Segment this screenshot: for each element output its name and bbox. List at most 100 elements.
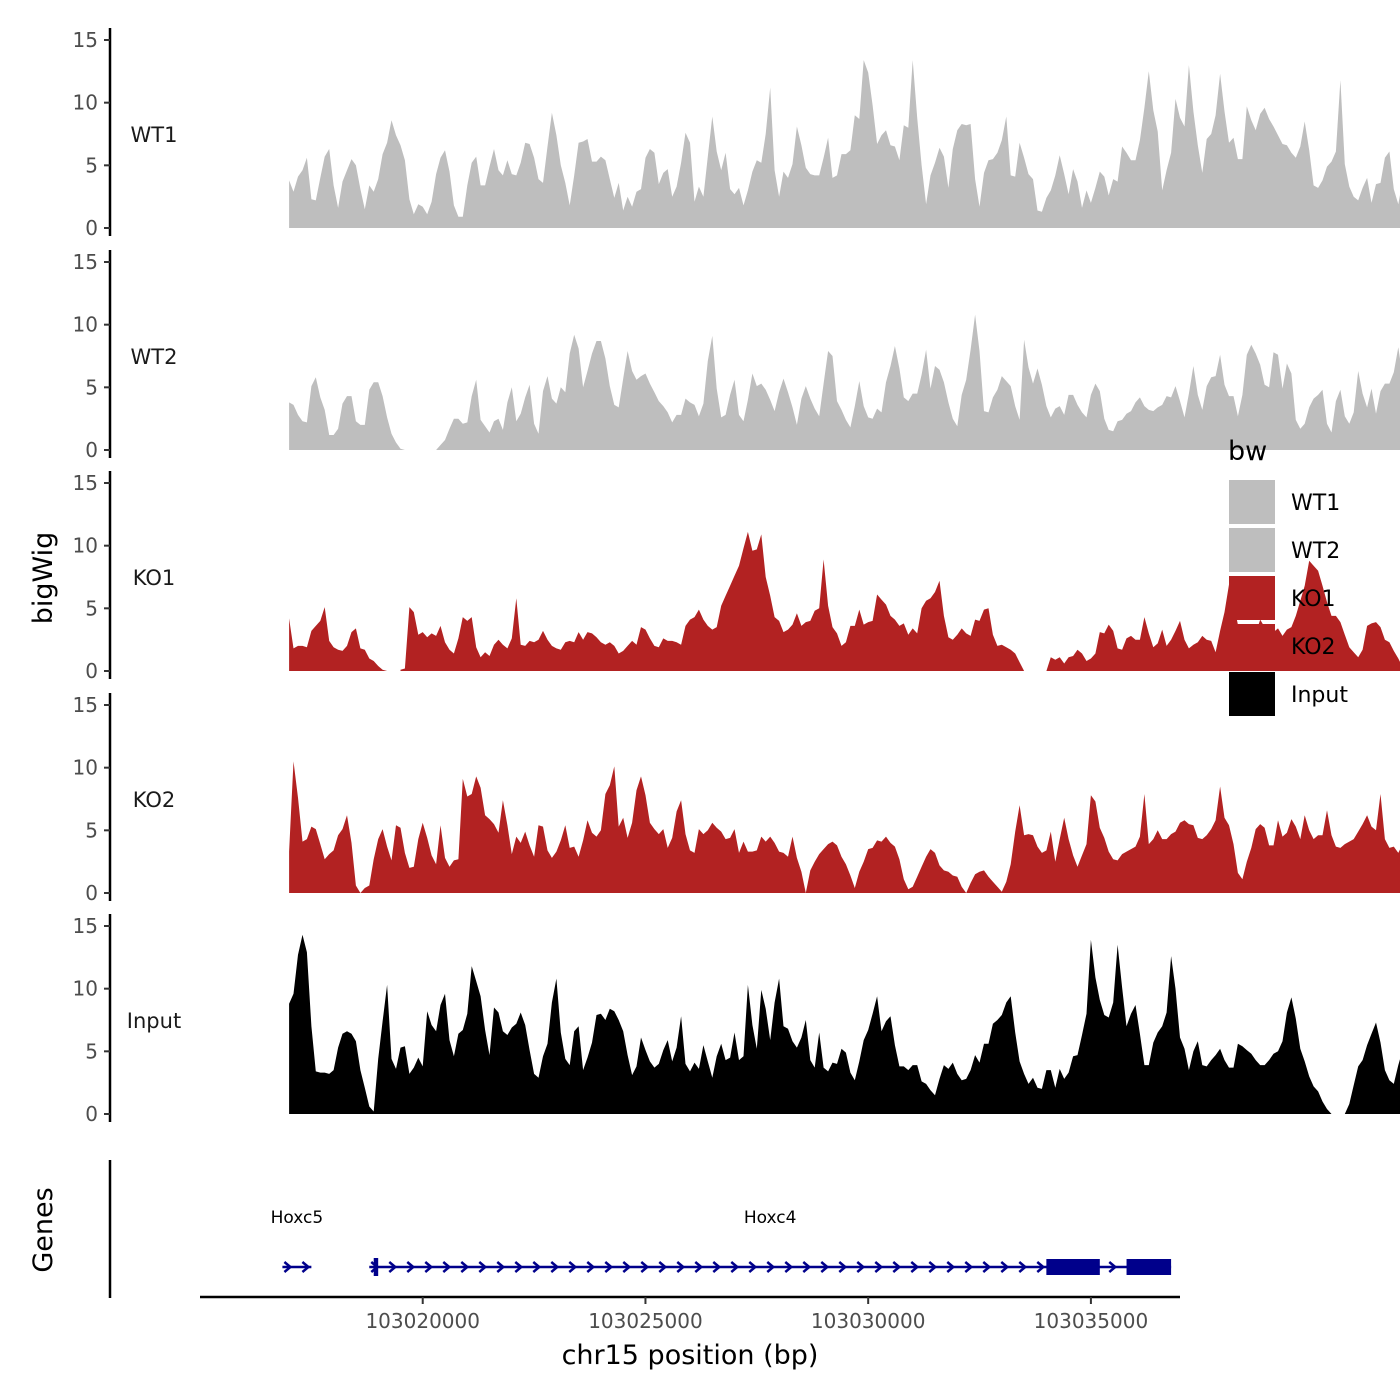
x-axis-title: chr15 position (bp) [562, 1340, 819, 1371]
y-tick-label: 15 [73, 693, 98, 717]
y-tick-label: 0 [85, 216, 98, 240]
strand-arrow-icon [676, 1261, 686, 1273]
y-tick-label: 5 [85, 153, 98, 177]
strand-arrow-icon [568, 1261, 578, 1273]
panel-input: 0 5 10 15 Input [73, 914, 1400, 1126]
exon-block [1126, 1259, 1172, 1275]
strand-arrow-icon [820, 1261, 830, 1273]
strand-arrow-icon [748, 1261, 758, 1273]
coverage-area-ko1-0 [289, 607, 388, 671]
strand-arrow-icon [301, 1261, 311, 1273]
y-tick-label: 5 [85, 1039, 98, 1063]
coverage-area-ko1-2 [1046, 560, 1400, 671]
legend-swatch-wt1 [1229, 480, 1275, 524]
y-tick-label: 0 [85, 1102, 98, 1126]
panel-ko2: 0 5 10 15 KO2 [73, 693, 1400, 905]
strand-arrow-icon [622, 1261, 632, 1273]
panel-ko1: 0 5 10 15 KO1 [73, 471, 1400, 683]
strand-arrow-icon [802, 1261, 812, 1273]
y-tick-label: 0 [85, 881, 98, 905]
y-axis-title: bigWig [28, 532, 59, 625]
legend-label-input: Input [1291, 683, 1348, 708]
coverage-area-input-1 [1344, 1022, 1400, 1114]
exon-block [373, 1258, 379, 1276]
strand-arrow-icon [856, 1261, 866, 1273]
track-label-input: Input [127, 1009, 181, 1033]
strand-arrow-icon [532, 1261, 542, 1273]
y-tick-label: 15 [73, 914, 98, 938]
y-tick-label: 0 [85, 659, 98, 683]
exon-block [1046, 1259, 1100, 1275]
coverage-panels: 0 5 10 15 WT1 0 5 10 15 WT2 0 5 10 15 KO1 0 5 10 15 KO2 0 5 10… [73, 28, 1400, 1126]
y-tick-label: 0 [85, 438, 98, 462]
x-tick-label: 103035000 [1034, 1309, 1149, 1333]
strand-arrow-icon [460, 1261, 470, 1273]
x-tick-label: 103025000 [588, 1309, 703, 1333]
x-tick-label: 103020000 [365, 1309, 480, 1333]
coverage-area-wt2-0 [289, 377, 405, 450]
strand-arrow-icon [1108, 1261, 1118, 1273]
gene-label: Hoxc4 [744, 1208, 797, 1228]
genes-panel: Hoxc5 Hoxc4 [108, 1160, 1172, 1298]
track-label-wt1: WT1 [131, 123, 178, 147]
legend-title: bw [1228, 436, 1267, 467]
track-label-ko1: KO1 [133, 566, 176, 590]
strand-arrow-icon [928, 1261, 938, 1273]
strand-arrow-icon [283, 1261, 293, 1273]
strand-arrow-icon [730, 1261, 740, 1273]
strand-arrow-icon [1000, 1261, 1010, 1273]
strand-arrow-icon [406, 1261, 416, 1273]
y-tick-label: 5 [85, 818, 98, 842]
track-label-wt2: WT2 [131, 345, 178, 369]
gene-label: Hoxc5 [271, 1208, 324, 1228]
y-tick-label: 10 [73, 313, 98, 337]
strand-arrow-icon [982, 1261, 992, 1273]
coverage-area-wt2-1 [436, 314, 1400, 450]
legend-label-wt1: WT1 [1291, 491, 1340, 516]
strand-arrow-icon [478, 1261, 488, 1273]
strand-arrow-icon [1018, 1261, 1028, 1273]
y-tick-label: 15 [73, 471, 98, 495]
coverage-area-ko2-0 [289, 761, 1400, 893]
y-tick-label: 5 [85, 375, 98, 399]
coverage-area-ko1-1 [400, 531, 1025, 671]
y-tick-label: 10 [73, 534, 98, 558]
coverage-area-input-0 [289, 934, 1332, 1114]
strand-arrow-icon [658, 1261, 668, 1273]
strand-arrow-icon [586, 1261, 596, 1273]
legend-swatch-ko2 [1229, 624, 1275, 668]
legend-label-ko2: KO2 [1291, 635, 1336, 660]
strand-arrow-icon [838, 1261, 848, 1273]
strand-arrow-icon [388, 1261, 398, 1273]
strand-arrow-icon [874, 1261, 884, 1273]
legend-swatch-input [1229, 672, 1275, 716]
strand-arrow-icon [910, 1261, 920, 1273]
x-tick-label: 103030000 [811, 1309, 926, 1333]
strand-arrow-icon [442, 1261, 452, 1273]
y-tick-label: 10 [73, 91, 98, 115]
strand-arrow-icon [424, 1261, 434, 1273]
panel-wt1: 0 5 10 15 WT1 [73, 28, 1400, 240]
strand-arrow-icon [550, 1261, 560, 1273]
legend: bw WT1 WT2 KO1 KO2 Input [1228, 436, 1348, 716]
strand-arrow-icon [946, 1261, 956, 1273]
legend-label-ko1: KO1 [1291, 587, 1336, 612]
strand-arrow-icon [694, 1261, 704, 1273]
strand-arrow-icon [604, 1261, 614, 1273]
legend-label-wt2: WT2 [1291, 539, 1340, 564]
strand-arrow-icon [514, 1261, 524, 1273]
legend-swatch-wt2 [1229, 528, 1275, 572]
strand-arrow-icon [892, 1261, 902, 1273]
gene-hoxc5: Hoxc5 [271, 1208, 324, 1273]
strand-arrow-icon [784, 1261, 794, 1273]
track-label-ko2: KO2 [133, 788, 176, 812]
y-tick-label: 15 [73, 28, 98, 52]
strand-arrow-icon [640, 1261, 650, 1273]
x-axis: 103020000 103025000 103030000 103035000 [200, 1295, 1180, 1333]
panel-wt2: 0 5 10 15 WT2 [73, 250, 1400, 462]
coverage-area-wt1-0 [289, 60, 1400, 228]
strand-arrow-icon [766, 1261, 776, 1273]
genes-track-title: Genes [28, 1187, 59, 1272]
y-tick-label: 10 [73, 756, 98, 780]
